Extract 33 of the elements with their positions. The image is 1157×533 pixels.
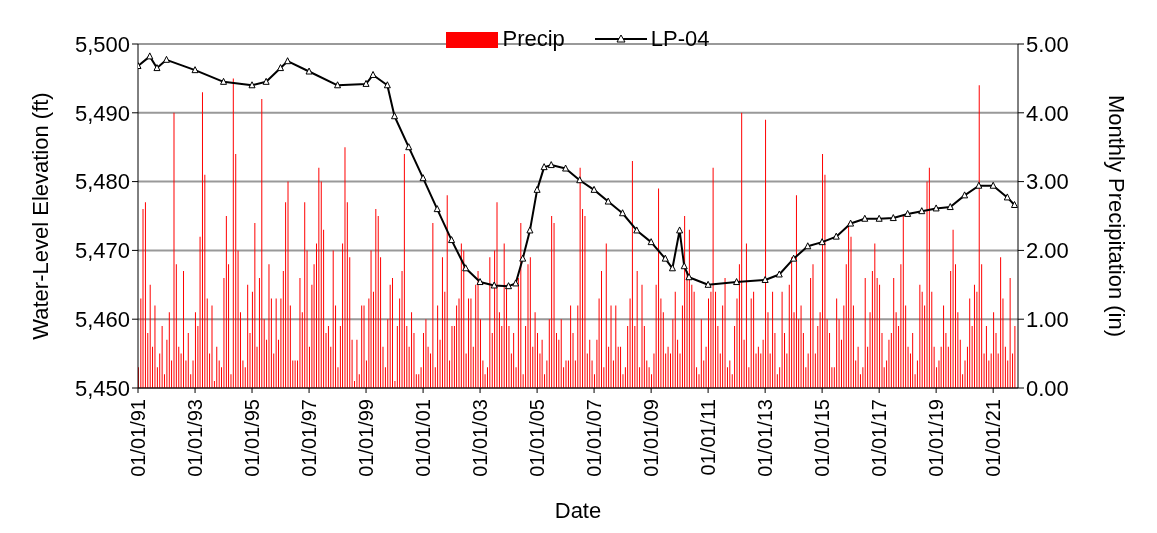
- y-tick-label: 5,480: [74, 169, 130, 195]
- x-tick-label: 01/01/21: [982, 399, 1005, 477]
- y-axis-title: Water-Level Elevation (ft): [27, 92, 53, 340]
- y2-tick-label: 1.00: [1026, 307, 1069, 333]
- x-tick-label: 01/01/03: [469, 399, 492, 477]
- y-tick-label: 5,460: [74, 307, 130, 333]
- x-tick-label: 01/01/17: [868, 399, 891, 477]
- y-tick-label: 5,500: [74, 31, 130, 57]
- x-tick-label: 01/01/05: [526, 399, 549, 477]
- x-tick-label: 01/01/95: [241, 399, 264, 477]
- x-tick-label: 01/01/13: [754, 399, 777, 477]
- y2-tick-label: 0.00: [1026, 375, 1069, 401]
- x-tick-label: 01/01/09: [640, 399, 663, 477]
- legend-label: LP-04: [649, 26, 710, 52]
- x-tick-label: 01/01/91: [127, 399, 149, 477]
- y-tick-label: 5,450: [74, 375, 130, 401]
- y2-tick-label: 5.00: [1026, 31, 1069, 57]
- x-tick-label: 01/01/99: [355, 399, 378, 477]
- y-tick-label: 5,470: [74, 238, 130, 264]
- x-tick-label: 01/01/93: [184, 399, 207, 477]
- y2-tick-label: 3.00: [1026, 169, 1069, 195]
- x-axis-title: Date: [554, 498, 602, 523]
- y2-axis-title: Monthly Precipitation (in): [1103, 94, 1129, 338]
- y2-tick-label: 4.00: [1026, 100, 1069, 126]
- legend-label: Precip: [501, 26, 565, 52]
- x-tick-label: 01/01/11: [697, 399, 720, 476]
- x-tick-label: 01/01/15: [811, 399, 834, 477]
- y-tick-label: 5,490: [74, 100, 130, 126]
- x-tick-label: 01/01/01: [412, 399, 435, 477]
- x-tick-label: 01/01/07: [583, 399, 606, 477]
- x-tick-label: 01/01/97: [298, 399, 321, 477]
- y2-tick-label: 2.00: [1026, 238, 1069, 264]
- x-tick-label: 01/01/19: [925, 399, 948, 477]
